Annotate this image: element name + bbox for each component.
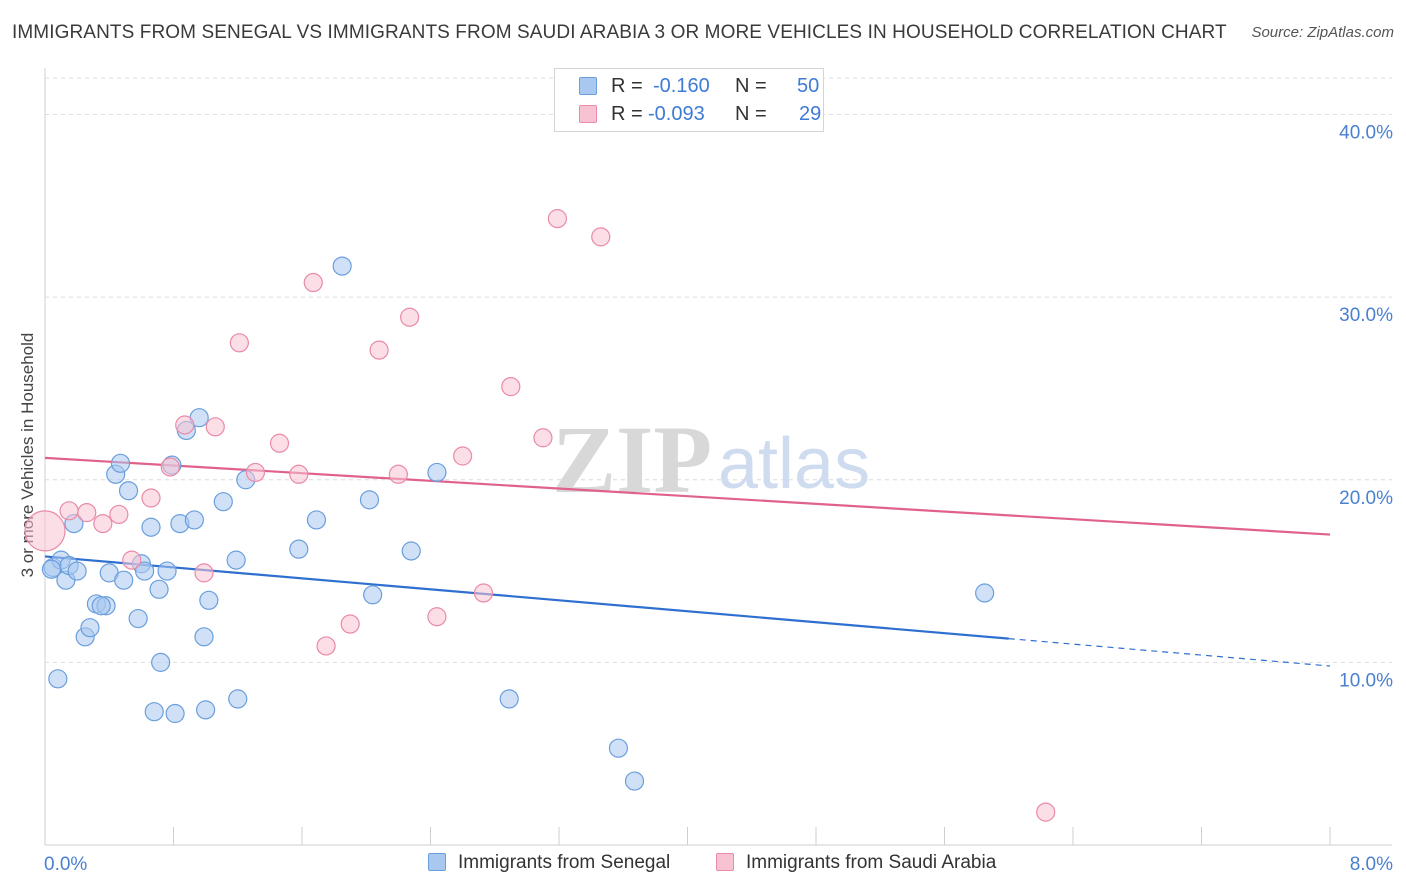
legend-n-label: N = [735, 75, 767, 97]
data-point-saudi [175, 415, 195, 435]
data-point-senegal [608, 738, 629, 758]
legend-series-label: Immigrants from Senegal [458, 852, 671, 873]
data-point-saudi [229, 333, 249, 353]
legend-swatch-saudi [579, 105, 597, 123]
data-point-senegal [289, 539, 309, 559]
data-point-senegal [194, 627, 214, 647]
data-point-saudi [109, 504, 129, 525]
trend-line-senegal-extrapolated [1008, 638, 1331, 667]
data-point-saudi [245, 462, 266, 483]
trend-line-senegal [44, 555, 1009, 640]
axes [44, 68, 1392, 846]
data-point-senegal [67, 561, 87, 581]
data-point-saudi [547, 209, 567, 229]
data-point-senegal [128, 608, 148, 629]
data-point-senegal [165, 703, 185, 724]
data-point-senegal [80, 618, 100, 638]
data-point-senegal [213, 492, 233, 512]
source-credit: Source: ZipAtlas.com [1251, 24, 1394, 41]
data-point-senegal [41, 559, 62, 579]
legend-swatch-senegal [579, 77, 597, 95]
data-point-senegal [118, 481, 139, 501]
y-tick-label: 30.0% [1339, 305, 1393, 326]
legend-r-label: R = [611, 103, 643, 125]
data-point-saudi [93, 513, 113, 534]
legend-r-value: -0.093 [648, 103, 705, 125]
y-tick-label: 10.0% [1339, 670, 1393, 691]
data-point-saudi [1036, 802, 1056, 822]
data-point-senegal [401, 541, 421, 561]
data-point-senegal [141, 517, 161, 537]
data-point-senegal [149, 579, 169, 599]
data-points [24, 209, 1056, 822]
data-point-senegal [91, 596, 111, 616]
data-point-saudi [141, 488, 161, 508]
data-point-saudi [501, 377, 521, 397]
data-point-saudi [59, 501, 79, 521]
legend-swatch-senegal [428, 853, 446, 871]
data-point-senegal [306, 510, 327, 530]
correlation-legend: R = -0.160 N = 50 R = -0.093 N = 29 [554, 68, 824, 132]
data-point-senegal [359, 490, 380, 510]
data-point-saudi [473, 583, 494, 603]
legend-r-label: R = [611, 75, 643, 97]
data-point-saudi [340, 614, 360, 634]
data-point-saudi [77, 503, 97, 523]
y-tick-label: 40.0% [1339, 123, 1393, 144]
data-point-saudi [269, 433, 290, 453]
legend-series-label: Immigrants from Saudi Arabia [746, 852, 997, 873]
data-point-senegal [114, 570, 134, 590]
data-point-senegal [157, 561, 177, 581]
data-point-saudi [316, 636, 336, 656]
data-point-saudi [122, 550, 142, 570]
x-tick-label: 0.0% [44, 854, 87, 875]
data-point-senegal [184, 510, 204, 530]
data-point-senegal [363, 585, 383, 605]
chart-title: IMMIGRANTS FROM SENEGAL VS IMMIGRANTS FR… [12, 22, 1227, 43]
data-point-saudi [194, 563, 214, 583]
data-point-senegal [151, 652, 171, 672]
data-point-saudi [303, 272, 323, 293]
data-point-senegal [48, 669, 68, 689]
data-point-saudi [591, 227, 611, 247]
legend-n-value: 29 [799, 103, 822, 125]
legend-swatch-saudi [716, 853, 734, 871]
data-point-senegal [144, 702, 164, 722]
data-point-senegal [332, 256, 352, 276]
data-point-saudi [160, 457, 180, 477]
data-point-senegal [228, 689, 248, 709]
data-point-senegal [226, 550, 246, 570]
data-point-saudi [533, 428, 553, 448]
watermark-atlas: atlas [718, 424, 870, 504]
data-point-senegal [196, 700, 216, 720]
data-point-saudi [400, 307, 420, 327]
data-point-senegal [499, 689, 519, 709]
data-point-senegal [975, 583, 995, 603]
data-point-senegal [110, 453, 131, 473]
data-point-senegal [134, 561, 155, 581]
x-tick-label: 8.0% [1350, 854, 1393, 875]
data-point-senegal [427, 462, 447, 483]
data-point-senegal [199, 590, 219, 610]
legend-n-value: 50 [797, 75, 820, 97]
data-point-saudi [369, 340, 389, 360]
data-point-saudi [24, 510, 66, 552]
data-point-saudi [205, 417, 225, 437]
data-point-saudi [388, 464, 408, 484]
data-point-senegal [624, 771, 645, 791]
tick-labels: 10.0% 20.0% 30.0% 40.0% 0.0% 8.0% [44, 123, 1393, 875]
data-point-saudi [289, 464, 309, 484]
legend-n-label: N = [735, 103, 767, 125]
data-point-saudi [453, 446, 473, 466]
legend-r-value: -0.160 [653, 75, 710, 97]
data-point-saudi [427, 607, 447, 627]
y-tick-label: 20.0% [1339, 488, 1393, 509]
